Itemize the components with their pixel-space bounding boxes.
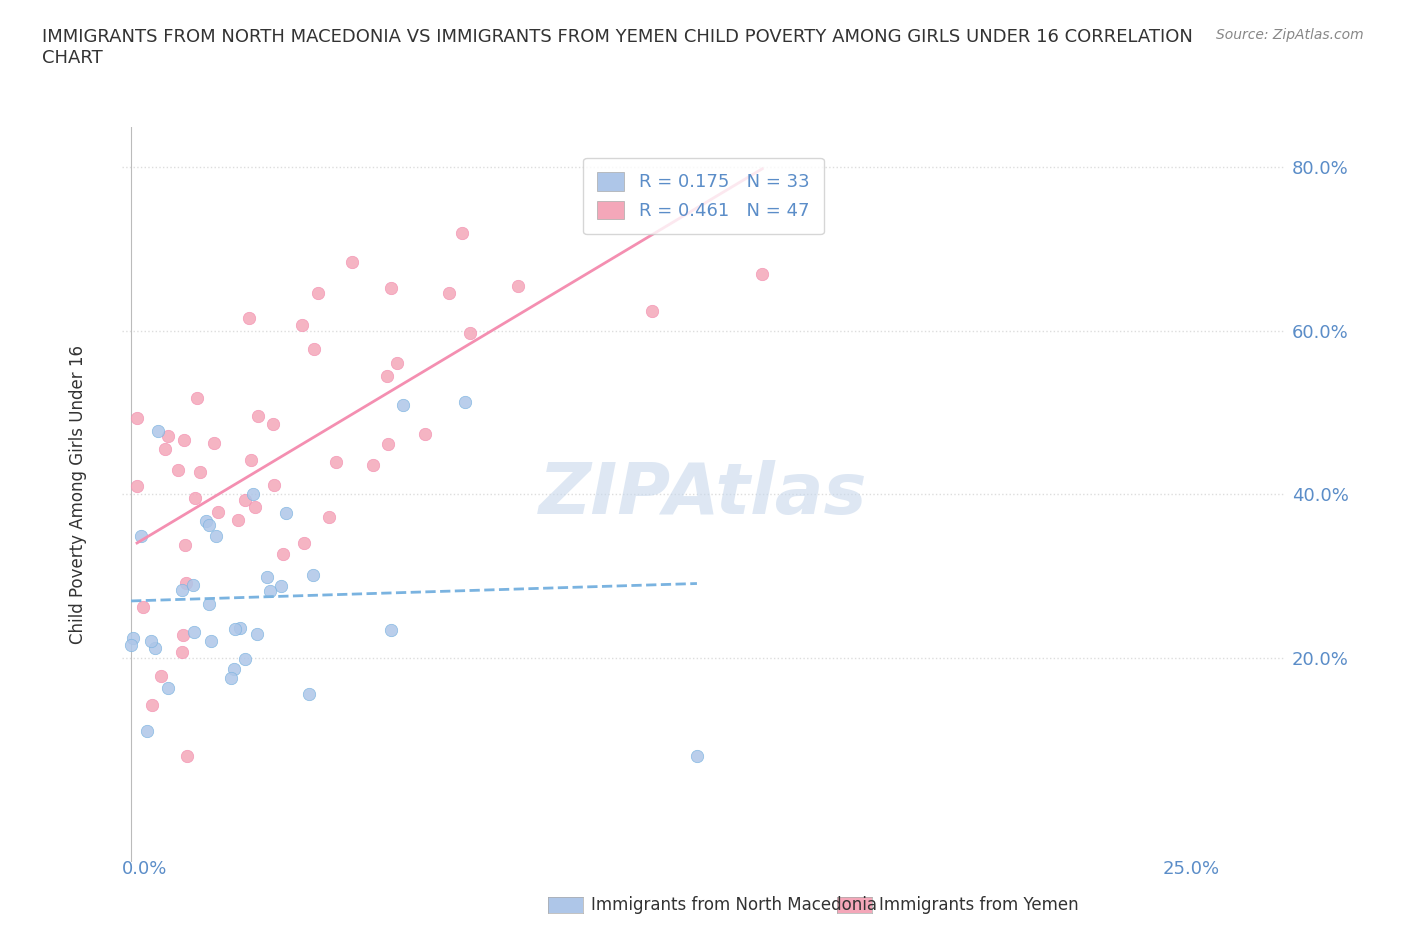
Point	[127, 478, 149, 493]
Point	[291, 317, 314, 332]
Point	[228, 512, 250, 527]
Point	[262, 416, 284, 431]
Point	[256, 570, 278, 585]
Text: Child Poverty Among Girls Under 16: Child Poverty Among Girls Under 16	[69, 345, 87, 644]
Point	[170, 583, 193, 598]
Point	[222, 661, 245, 676]
Point	[194, 514, 217, 529]
Point	[361, 458, 384, 472]
Legend: R = 0.175   N = 33, R = 0.461   N = 47: R = 0.175 N = 33, R = 0.461 N = 47	[583, 158, 824, 234]
Point	[125, 411, 148, 426]
Point	[415, 427, 437, 442]
Point	[229, 621, 252, 636]
Point	[242, 486, 264, 501]
Point	[233, 492, 256, 507]
Point	[174, 576, 197, 591]
Point	[174, 538, 197, 552]
Point	[506, 279, 529, 294]
Point	[325, 454, 347, 469]
Point	[207, 504, 229, 519]
Text: 0.0%: 0.0%	[122, 859, 167, 878]
Point	[239, 453, 262, 468]
Point	[641, 304, 664, 319]
Point	[307, 286, 329, 301]
Point	[686, 749, 709, 764]
Point	[172, 628, 194, 643]
Point	[173, 433, 195, 448]
Point	[385, 355, 408, 370]
Point	[148, 423, 170, 438]
Point	[153, 442, 176, 457]
Point	[198, 517, 221, 532]
Point	[120, 637, 142, 652]
Point	[318, 510, 340, 525]
Point	[181, 578, 204, 592]
Point	[139, 633, 162, 648]
Point	[453, 394, 475, 409]
Point	[122, 631, 145, 645]
Text: ZIPAtlas: ZIPAtlas	[540, 460, 868, 529]
Text: Immigrants from North Macedonia: Immigrants from North Macedonia	[591, 896, 876, 914]
Point	[143, 641, 166, 656]
Point	[246, 408, 269, 423]
Point	[167, 462, 190, 477]
Point	[141, 698, 163, 712]
Point	[377, 436, 399, 451]
Point	[157, 429, 180, 444]
Point	[183, 625, 205, 640]
Point	[458, 326, 481, 341]
Point	[302, 567, 325, 582]
Point	[200, 634, 222, 649]
Point	[340, 255, 363, 270]
Point	[298, 686, 321, 701]
Point	[238, 311, 260, 325]
Point	[375, 368, 398, 383]
Point	[176, 749, 198, 764]
Point	[271, 546, 294, 561]
Text: Source: ZipAtlas.com: Source: ZipAtlas.com	[1216, 28, 1364, 42]
Point	[188, 464, 211, 479]
Point	[380, 281, 402, 296]
Point	[294, 536, 316, 551]
Point	[259, 583, 281, 598]
Point	[204, 529, 226, 544]
Point	[129, 529, 152, 544]
Point	[198, 597, 221, 612]
Point	[450, 225, 472, 240]
Point	[150, 669, 173, 684]
Point	[186, 391, 208, 405]
Point	[243, 499, 266, 514]
Text: 25.0%: 25.0%	[1163, 859, 1219, 878]
Point	[136, 724, 159, 738]
Point	[391, 397, 413, 412]
Point	[263, 478, 285, 493]
Point	[276, 505, 298, 520]
Point	[202, 435, 225, 450]
Point	[170, 644, 193, 659]
Point	[157, 681, 180, 696]
Point	[132, 600, 155, 615]
Point	[224, 621, 246, 636]
Text: IMMIGRANTS FROM NORTH MACEDONIA VS IMMIGRANTS FROM YEMEN CHILD POVERTY AMONG GIR: IMMIGRANTS FROM NORTH MACEDONIA VS IMMIG…	[42, 28, 1194, 67]
Point	[245, 627, 267, 642]
Point	[270, 578, 292, 593]
Point	[219, 671, 242, 685]
Point	[184, 490, 207, 505]
Point	[751, 266, 773, 281]
Point	[439, 286, 461, 300]
Point	[302, 342, 325, 357]
Text: Immigrants from Yemen: Immigrants from Yemen	[879, 896, 1078, 914]
Point	[233, 652, 256, 667]
Point	[380, 622, 402, 637]
